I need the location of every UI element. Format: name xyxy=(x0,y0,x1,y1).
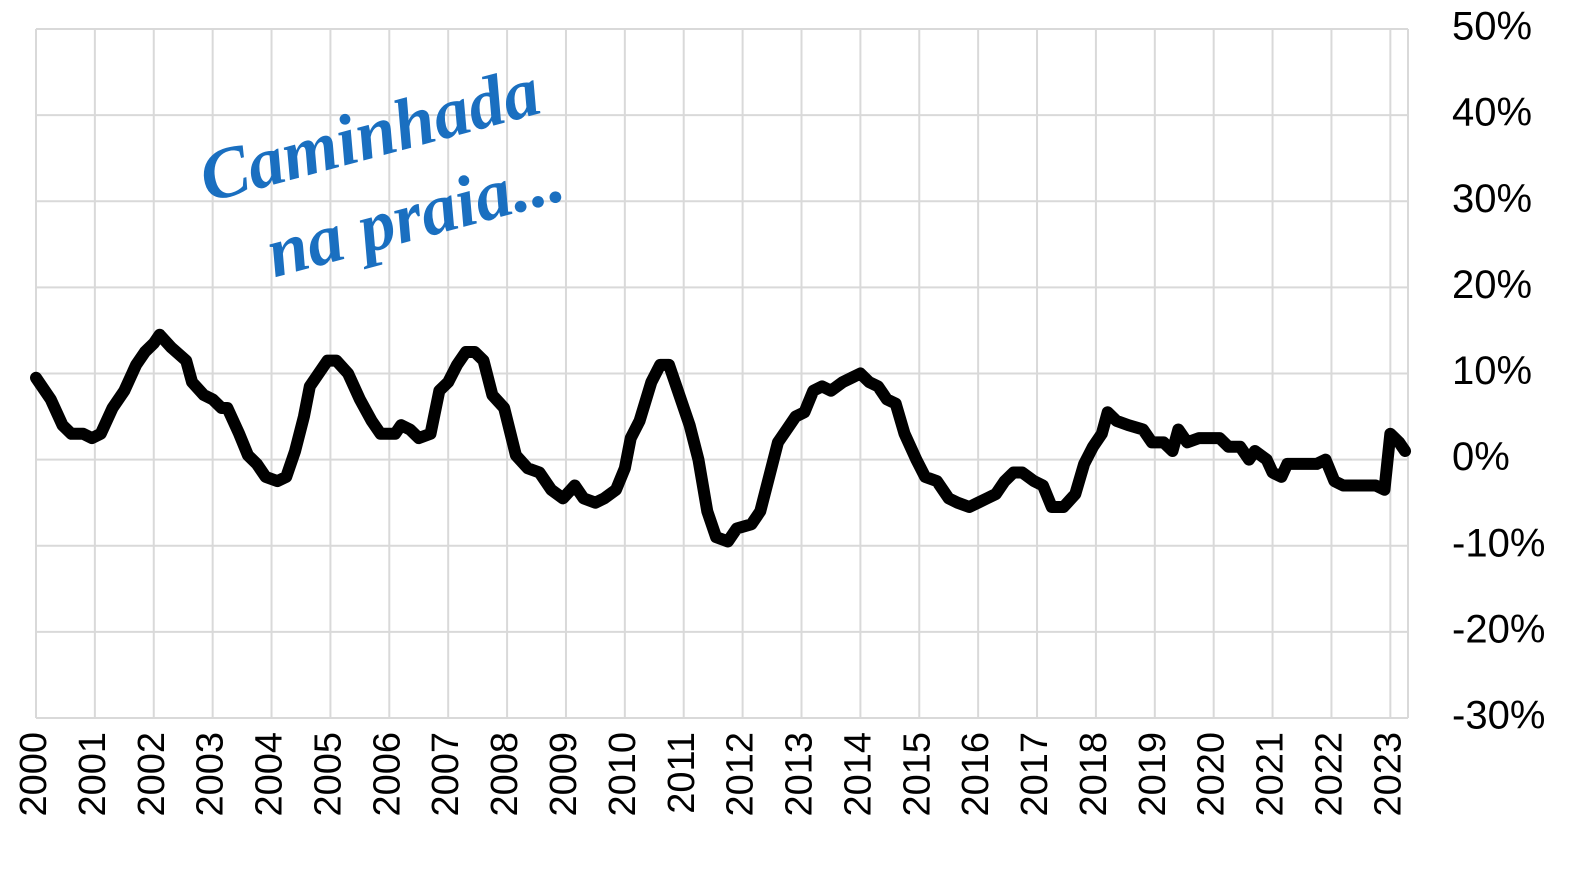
x-tick-label: 2014 xyxy=(837,732,879,817)
x-tick-label: 2019 xyxy=(1132,732,1174,817)
x-tick-label: 2013 xyxy=(779,732,821,817)
x-tick-label: 2005 xyxy=(307,732,349,817)
y-tick-label: 20% xyxy=(1452,263,1532,307)
x-tick-label: 2023 xyxy=(1367,732,1409,817)
x-tick-label: 2010 xyxy=(602,732,644,817)
x-tick-label: 2012 xyxy=(720,732,762,817)
x-tick-label: 2001 xyxy=(72,732,114,817)
x-tick-label: 2002 xyxy=(131,732,173,817)
y-tick-label: 40% xyxy=(1452,91,1532,135)
x-tick-label: 2022 xyxy=(1308,732,1350,817)
x-tick-label: 2009 xyxy=(543,732,585,817)
x-tick-label: 2008 xyxy=(484,732,526,817)
y-tick-label: -20% xyxy=(1452,607,1545,651)
x-tick-label: 2021 xyxy=(1250,732,1292,817)
line xyxy=(30,328,1412,548)
x-tick-label: 2020 xyxy=(1191,732,1233,817)
x-tick-label: 2015 xyxy=(896,732,938,817)
x-tick-label: 2007 xyxy=(425,732,467,817)
y-tick-label: 10% xyxy=(1452,349,1532,393)
x-tick-label: 2006 xyxy=(366,732,408,817)
x-tick-label: 2003 xyxy=(190,732,232,817)
x-tick-label: 2016 xyxy=(955,732,997,817)
y-tick-label: -30% xyxy=(1452,694,1545,738)
x-tick-label: 2011 xyxy=(661,732,703,814)
y-tick-label: -10% xyxy=(1452,521,1545,565)
y-tick-label: 0% xyxy=(1452,435,1510,479)
x-tick-label: 2000 xyxy=(13,732,55,817)
x-tick-label: 2018 xyxy=(1073,732,1115,817)
y-tick-label: 50% xyxy=(1452,5,1532,49)
y-tick-label: 30% xyxy=(1452,177,1532,221)
x-tick-label: 2017 xyxy=(1014,732,1056,817)
x-tick-label: 2004 xyxy=(249,732,291,817)
